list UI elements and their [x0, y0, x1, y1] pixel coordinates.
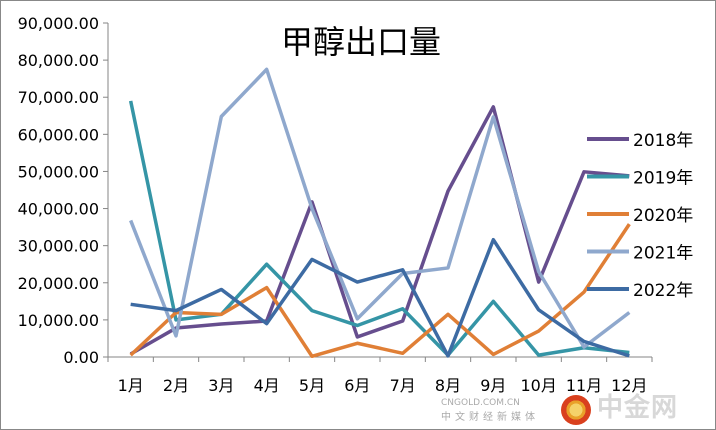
y-tick-label: 80,000.00 [18, 51, 99, 70]
logo-name: 中金网 [597, 393, 679, 423]
x-tick-label: 12月 [611, 376, 647, 395]
legend-label: 2020年 [633, 206, 693, 226]
x-tick-label: 9月 [480, 376, 506, 395]
x-tick-label: 8月 [435, 376, 461, 395]
legend-label: 2018年 [633, 131, 693, 151]
y-tick-label: 60,000.00 [18, 125, 99, 144]
series-line-2022年 [130, 237, 630, 358]
x-tick-label: 5月 [299, 376, 325, 395]
y-tick-label: 90,000.00 [18, 14, 99, 33]
x-tick-label: 3月 [208, 376, 234, 395]
legend-label: 2019年 [633, 169, 693, 189]
y-tick-label: 40,000.00 [18, 200, 99, 219]
x-tick-label: 2月 [163, 376, 189, 395]
series-lines [128, 67, 631, 359]
x-tick-label: 11月 [566, 376, 602, 395]
legend-label: 2022年 [633, 281, 693, 301]
y-tick-label: 30,000.00 [18, 237, 99, 256]
y-tick-label: 70,000.00 [18, 88, 99, 107]
legend-label: 2021年 [633, 244, 693, 264]
x-tick-label: 6月 [344, 376, 370, 395]
chart-title: 甲醇出口量 [281, 23, 441, 61]
y-tick-label: 50,000.00 [18, 162, 99, 181]
series-line-2021年 [129, 67, 631, 349]
x-tick-label: 4月 [254, 376, 280, 395]
logo-url: CNGOLD.COM.CN [441, 398, 520, 408]
series-line-2018年 [129, 105, 630, 356]
x-tick-label: 7月 [390, 376, 416, 395]
logo-tagline: 中文财经新媒体 [441, 412, 539, 423]
x-tick-label: 10月 [520, 376, 556, 395]
legend: 2018年 2019年 2020年 2021年 2022年 [587, 131, 693, 301]
y-tick-label: 0.00 [63, 348, 99, 367]
x-tick-label: 1月 [118, 376, 144, 395]
y-tick-label: 10,000.00 [18, 311, 99, 330]
y-tick-label: 20,000.00 [18, 274, 99, 293]
series-line-2020年 [129, 223, 631, 359]
axes: 0.00 10,000.00 20,000.00 30,000.00 40,000.00… [18, 14, 653, 395]
logo-icon [561, 395, 591, 425]
